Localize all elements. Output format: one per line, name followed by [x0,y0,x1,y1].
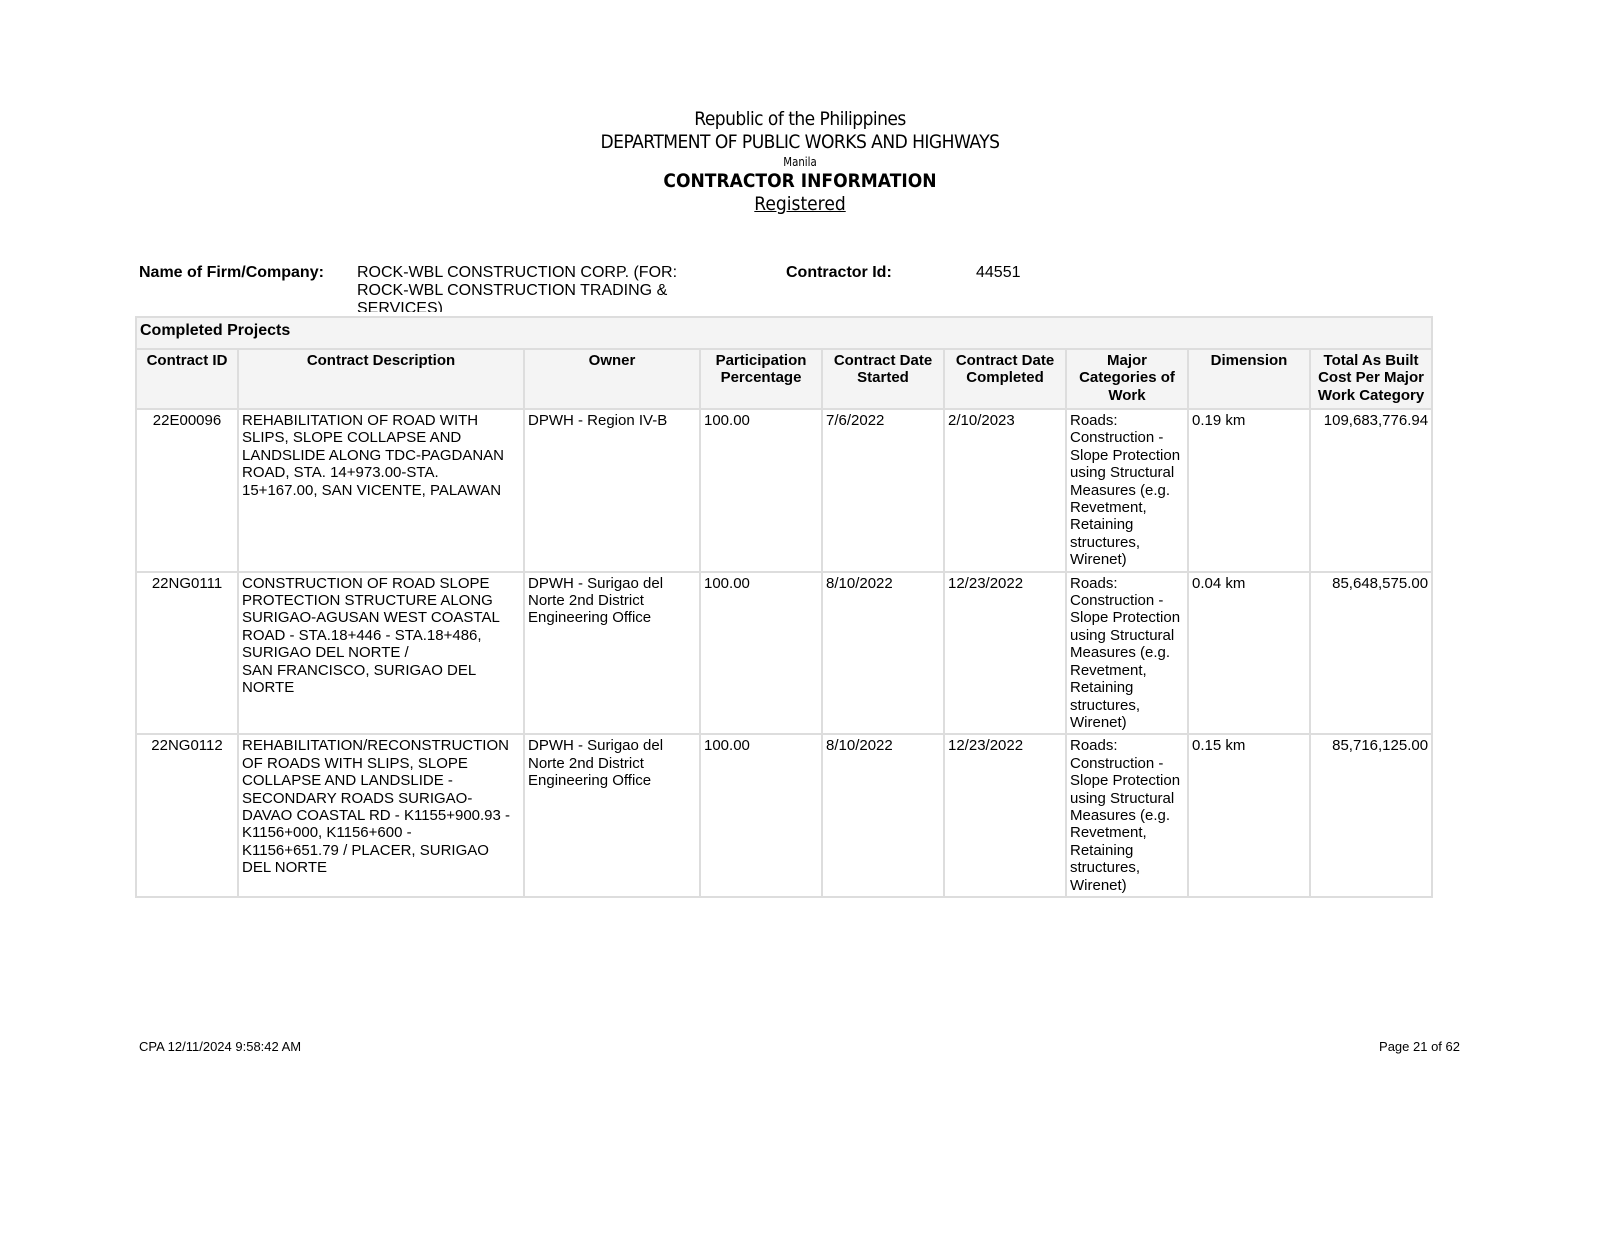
owner: DPWH - Region IV-B [523,408,701,573]
participation: 100.00 [699,570,823,736]
total-cost: 109,683,776.94 [1308,408,1434,573]
completed-projects-table: Completed Projects Contract ID Contract … [134,316,1434,898]
contract-description: CONSTRUCTION OF ROAD SLOPE PROTECTION ST… [237,570,525,736]
date-started: 7/6/2022 [821,408,945,573]
date-completed: 2/10/2023 [943,408,1067,573]
owner: DPWH - Surigao del Norte 2nd District En… [523,733,701,898]
dimension: 0.19 km [1187,408,1311,573]
table-row: 22E00096 REHABILITATION OF ROAD WITH SLI… [135,408,1434,573]
col-contract-id: Contract ID [135,348,239,410]
col-date-completed: Contract Date Completed [943,348,1067,410]
page-title: CONTRACTOR INFORMATION [663,170,937,192]
col-categories: Major Categories of Work [1065,348,1189,410]
date-completed: 12/23/2022 [943,570,1067,736]
total-cost: 85,716,125.00 [1308,733,1434,898]
contractor-id-label: Contractor Id: [786,264,892,281]
dimension: 0.04 km [1187,570,1311,736]
date-started: 8/10/2022 [821,570,945,736]
section-title: Completed Projects [134,316,1434,350]
col-total-cost: Total As Built Cost Per Major Work Categ… [1308,348,1434,410]
categories: Roads: Construction - Slope Protection u… [1065,408,1189,573]
total-cost: 85,648,575.00 [1308,570,1434,736]
table-row: 22NG0112 REHABILITATION/RECONSTRUCTION O… [135,733,1434,898]
table-row: 22NG0111 CONSTRUCTION OF ROAD SLOPE PROT… [135,570,1434,736]
owner: DPWH - Surigao del Norte 2nd District En… [523,570,701,736]
department-line: DEPARTMENT OF PUBLIC WORKS AND HIGHWAYS [600,131,1000,153]
dimension: 0.15 km [1187,733,1311,898]
footer-timestamp: CPA 12/11/2024 9:58:42 AM [139,1039,302,1054]
contract-description: REHABILITATION OF ROAD WITH SLIPS, SLOPE… [237,408,525,573]
participation: 100.00 [699,408,823,573]
firm-name-label: Name of Firm/Company: [139,264,324,281]
page-number: Page 21 of 62 [1379,1039,1460,1054]
header-row: Contract ID Contract Description Owner P… [135,348,1434,410]
date-started: 8/10/2022 [821,733,945,898]
col-participation: Participation Percentage [699,348,823,410]
col-dimension: Dimension [1187,348,1311,410]
city-line: Manila [783,155,817,169]
categories: Roads: Construction - Slope Protection u… [1065,733,1189,898]
contract-description: REHABILITATION/RECONSTRUCTION OF ROADS W… [237,733,525,898]
registration-status: Registered [754,193,846,215]
contract-id: 22E00096 [135,408,239,573]
date-completed: 12/23/2022 [943,733,1067,898]
categories: Roads: Construction - Slope Protection u… [1065,570,1189,736]
contractor-id: 44551 [976,264,1021,281]
participation: 100.00 [699,733,823,898]
republic-line: Republic of the Philippines [694,108,906,130]
col-owner: Owner [523,348,701,410]
contract-id: 22NG0112 [135,733,239,898]
col-description: Contract Description [237,348,525,410]
col-date-started: Contract Date Started [821,348,945,410]
firm-name: ROCK-WBL CONSTRUCTION CORP. (FOR: ROCK-W… [357,264,678,312]
contract-id: 22NG0111 [135,570,239,736]
